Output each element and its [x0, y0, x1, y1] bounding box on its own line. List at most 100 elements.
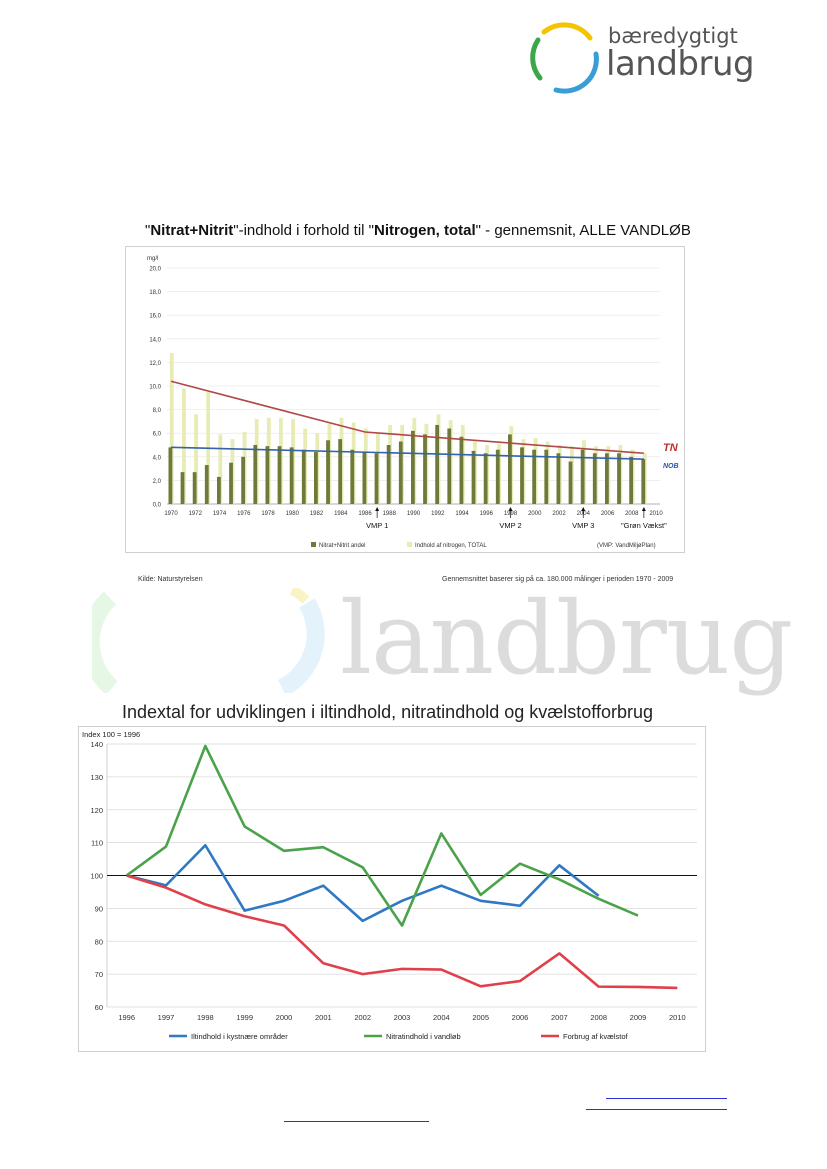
chart1-vmp-footnote: (VMP: VandMiljøPlan) — [597, 543, 656, 549]
chart1-legend-label-nitrat: Nitrat+Nitrit andel — [319, 543, 366, 549]
chart1-xtick-label: 1984 — [334, 511, 348, 517]
watermark: landbrug — [81, 580, 793, 697]
chart2-xtick-label: 2010 — [669, 1013, 686, 1022]
chart2-xtick-label: 2003 — [394, 1013, 411, 1022]
chart1-bar-nitrat — [641, 459, 646, 504]
chart2-xtick-label: 2001 — [315, 1013, 332, 1022]
chart1-xtick-label: 2010 — [649, 511, 663, 517]
chart1-bar-nitrat — [508, 434, 512, 504]
chart1-bar-nitrat — [253, 445, 258, 504]
chart1-bar-nitrat — [229, 462, 233, 504]
chart1-svg: 0,0 2,0 4,0 6,0 8,0 10,0 12,0 14,0 16,0 18,0 20,0 m… — [125, 246, 685, 553]
chart1-bar-nitrat — [374, 453, 379, 504]
chart2-xtick-label: 1996 — [118, 1013, 135, 1022]
chart2-title: Indextal for udviklingen i iltindhold, n… — [122, 702, 653, 722]
chart1-xtick-label: 1982 — [310, 511, 324, 517]
chart2-ytick-label: 130 — [90, 773, 103, 782]
chart1-xtick-label: 1990 — [407, 511, 421, 517]
chart1-bar-nitrat — [192, 472, 197, 504]
watermark-word: landbrug — [340, 580, 793, 697]
chart2-xtick-label: 2006 — [512, 1013, 529, 1022]
chart2-ytick-label: 80 — [95, 937, 103, 946]
chart1-bar-nitrat — [617, 453, 621, 504]
logo-text-line1: bæredygtigt — [608, 24, 738, 48]
chart1-bar-nitrat — [338, 439, 343, 504]
chart1-xtick-label: 1976 — [237, 511, 251, 517]
chart1-bar-nitrat — [580, 449, 585, 504]
link-underline[interactable] — [606, 1098, 727, 1099]
chart1-bar-total — [182, 388, 186, 504]
chart1-xtick-label: 1980 — [286, 511, 300, 517]
chart1-ylabel: mg/l — [147, 256, 158, 262]
chart1-bar-nitrat — [629, 456, 634, 504]
chart1-trend-line — [170, 380, 644, 455]
chart1-bar-nitrat — [180, 472, 185, 504]
chart1-bar-nitrat — [568, 461, 573, 504]
chart1-title-part: "-indhold i forhold til " — [233, 222, 374, 239]
chart1-annotation-nob: NOB — [663, 463, 679, 470]
link-underline[interactable] — [586, 1109, 727, 1110]
chart1-bar-nitrat — [483, 453, 488, 504]
chart1-bar-nitrat — [241, 456, 246, 504]
chart1-bar-nitrat — [592, 453, 597, 504]
chart1-ytick-label: 14,0 — [149, 337, 161, 343]
chart1-legend-swatch-nitrat — [311, 542, 316, 547]
chart1-bar-nitrat — [398, 441, 403, 504]
chart2-xtick-label: 2008 — [590, 1013, 607, 1022]
chart1-bar-total — [194, 414, 198, 504]
chart1-bar-total — [218, 434, 223, 504]
chart1-bar-nitrat — [605, 453, 609, 504]
chart1-bar-nitrat — [362, 452, 367, 504]
chart1-xtick-label: 2006 — [601, 511, 615, 517]
chart2-series-line — [126, 874, 678, 990]
chart1-title: "Nitrat+Nitrit"-indhold i forhold til "N… — [145, 222, 705, 239]
chart1-bar-nitrat — [289, 447, 294, 504]
chart2-xtick-label: 1998 — [197, 1013, 214, 1022]
circle-arcs-logo-icon — [530, 22, 599, 94]
chart2-ytick-label: 60 — [95, 1003, 103, 1012]
chart2-series-line — [125, 744, 639, 927]
chart1-ytick-label: 12,0 — [149, 361, 161, 367]
chart1-bar-nitrat — [314, 452, 318, 504]
chart1-bar-nitrat — [386, 445, 391, 504]
chart1-bar-nitrat — [447, 428, 452, 504]
chart1-note: Gennemsnittet baserer sig på ca. 180.000… — [442, 576, 674, 583]
chart1-legend-swatch-total — [407, 542, 412, 547]
chart1-bar-nitrat — [423, 434, 427, 504]
chart2-xtick-label: 2009 — [630, 1013, 647, 1022]
chart1-ytick-label: 8,0 — [153, 408, 162, 414]
chart2-xtick-label: 2005 — [472, 1013, 489, 1022]
chart2-xtick-label: 2002 — [354, 1013, 371, 1022]
logo-text-line2: landbrug — [606, 44, 755, 84]
chart1-annotation-tn: TN — [663, 442, 679, 454]
chart2-legend-label: Nitratindhold i vandløb — [386, 1032, 461, 1041]
chart1-vmp-arrowhead — [581, 507, 586, 511]
chart1-vmp-arrowhead — [508, 507, 513, 511]
chart1-bar-nitrat — [350, 449, 355, 504]
chart1-vmp-arrowhead — [375, 507, 380, 511]
chart1-xtick-label: 1994 — [455, 511, 469, 517]
chart2-series-line — [126, 843, 600, 923]
chart1-xtick-label: 1974 — [213, 511, 227, 517]
chart1-title-part: Nitrat+Nitrit — [150, 222, 234, 239]
chart1-bar-nitrat — [435, 424, 440, 504]
chart1-bar-nitrat — [544, 449, 549, 504]
chart2: 60 70 80 90 100 110 120 130 140 Index 100 = 1996 1… — [78, 726, 706, 1052]
chart1-bar-nitrat — [459, 436, 464, 504]
chart1-xtick-label: 1978 — [261, 511, 275, 517]
chart2-ytick-label: 140 — [90, 740, 103, 749]
chart2-ytick-label: 70 — [95, 970, 103, 979]
chart1-bar-nitrat — [495, 449, 500, 504]
link-underline[interactable] — [284, 1121, 429, 1122]
chart2-legend-label: Forbrug af kvælstof — [563, 1032, 629, 1041]
chart1-trend-line — [170, 446, 644, 460]
chart1-bar-nitrat — [326, 440, 330, 504]
chart1-bar-nitrat — [556, 453, 561, 504]
chart1-ytick-label: 0,0 — [153, 503, 162, 509]
chart1-xtick-label: 1988 — [383, 511, 397, 517]
chart2-ytick-label: 110 — [91, 839, 103, 848]
chart1-bar-nitrat — [265, 446, 270, 504]
chart1-source: Kilde: Naturstyrelsen — [138, 576, 203, 583]
chart2-xtick-label: 1999 — [236, 1013, 253, 1022]
